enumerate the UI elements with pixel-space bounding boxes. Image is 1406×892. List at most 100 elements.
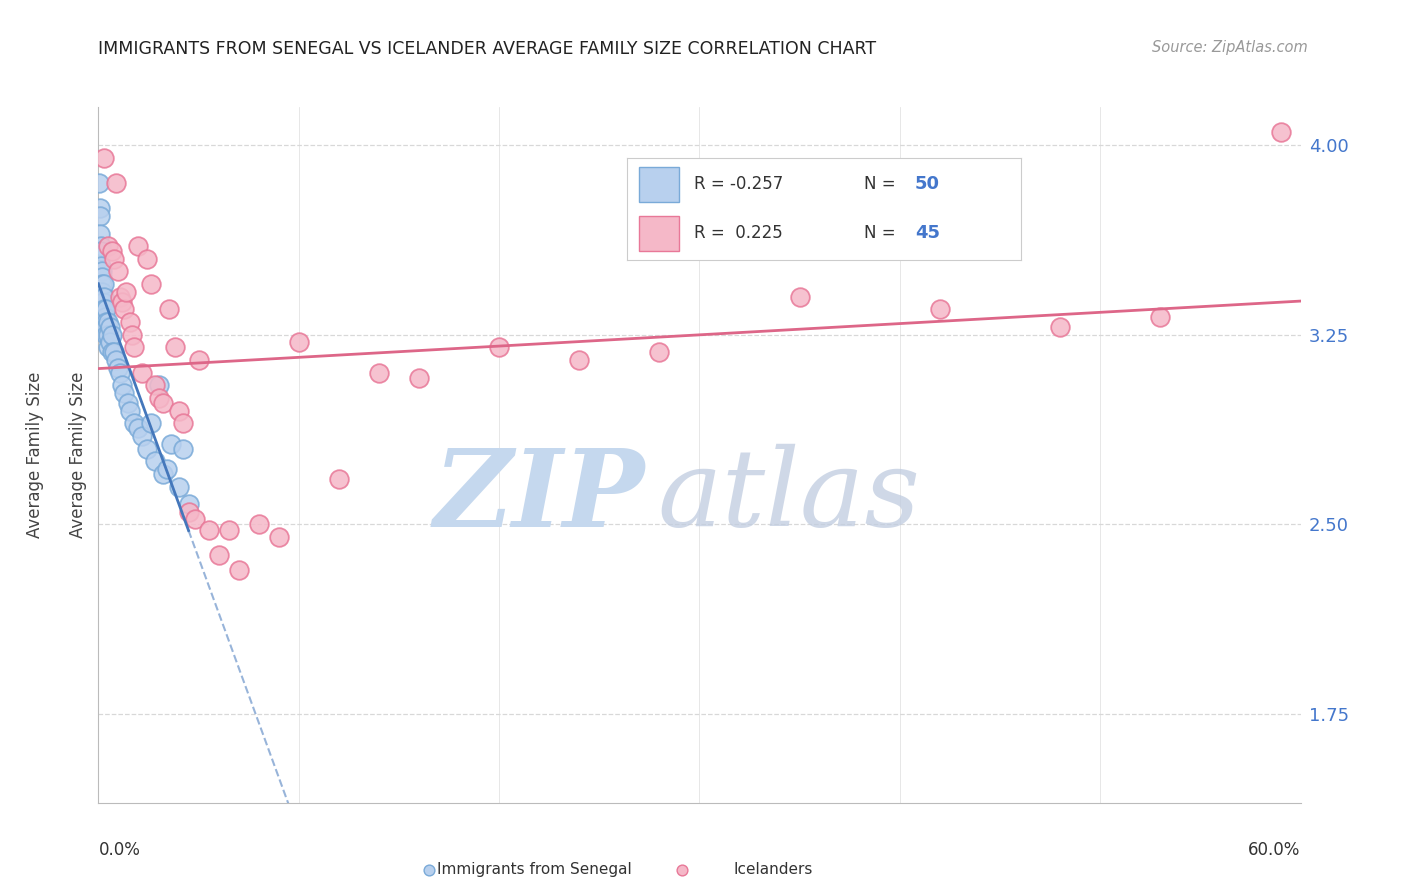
Point xyxy=(143,454,166,468)
Point xyxy=(167,479,190,493)
Point xyxy=(93,294,115,309)
Point xyxy=(1049,320,1071,334)
Point xyxy=(155,462,177,476)
Point xyxy=(93,302,115,317)
Point xyxy=(91,290,114,304)
Point xyxy=(488,340,510,354)
Point xyxy=(128,239,150,253)
Point xyxy=(101,244,124,259)
Point xyxy=(97,327,120,342)
Point xyxy=(103,345,125,359)
Point xyxy=(105,353,128,368)
Text: R = -0.257: R = -0.257 xyxy=(695,175,783,194)
Point xyxy=(107,360,129,375)
Point xyxy=(117,396,139,410)
Text: 45: 45 xyxy=(915,225,939,243)
Point xyxy=(163,340,186,354)
Point xyxy=(328,472,350,486)
Point xyxy=(157,302,180,317)
Point xyxy=(107,264,129,278)
Text: R =  0.225: R = 0.225 xyxy=(695,225,783,243)
Point xyxy=(91,264,114,278)
Point xyxy=(124,340,146,354)
Point xyxy=(101,327,124,342)
Point xyxy=(93,290,115,304)
Point xyxy=(139,417,162,431)
Point xyxy=(172,417,194,431)
Text: ZIP: ZIP xyxy=(434,443,645,549)
Point xyxy=(120,315,142,329)
Point xyxy=(139,277,162,292)
Point xyxy=(97,315,120,329)
Point xyxy=(110,290,132,304)
Point xyxy=(247,517,270,532)
Point xyxy=(93,277,115,292)
Point xyxy=(121,327,143,342)
Point xyxy=(90,239,112,253)
Point xyxy=(228,563,250,577)
Point xyxy=(929,302,952,317)
Point xyxy=(143,378,166,392)
Point xyxy=(267,530,290,544)
Point xyxy=(97,340,120,354)
Point xyxy=(131,429,153,443)
Text: 0.0%: 0.0% xyxy=(98,841,141,859)
FancyBboxPatch shape xyxy=(640,167,679,202)
Point xyxy=(167,403,190,417)
Point xyxy=(368,366,391,380)
Point xyxy=(568,353,591,368)
Text: atlas: atlas xyxy=(658,444,921,549)
Point xyxy=(89,209,111,223)
Point xyxy=(111,294,134,309)
Point xyxy=(96,315,118,329)
Point xyxy=(418,863,440,877)
Point xyxy=(89,176,111,190)
Point xyxy=(93,151,115,165)
Point xyxy=(96,327,118,342)
Point xyxy=(94,310,117,324)
Point xyxy=(152,467,174,481)
Point xyxy=(172,442,194,456)
Point xyxy=(103,252,125,266)
Point xyxy=(131,366,153,380)
Text: Icelanders: Icelanders xyxy=(734,863,813,877)
Point xyxy=(105,176,128,190)
Text: Source: ZipAtlas.com: Source: ZipAtlas.com xyxy=(1152,40,1308,55)
Point xyxy=(90,260,112,274)
Point xyxy=(1149,310,1171,324)
Point xyxy=(89,201,111,215)
Point xyxy=(111,378,134,392)
Point xyxy=(197,523,219,537)
Point xyxy=(100,320,122,334)
Point xyxy=(148,378,170,392)
Point xyxy=(648,345,671,359)
Point xyxy=(115,285,138,299)
Point xyxy=(187,353,209,368)
Point xyxy=(218,523,240,537)
Point xyxy=(93,315,115,329)
Point xyxy=(152,396,174,410)
Text: Immigrants from Senegal: Immigrants from Senegal xyxy=(437,863,631,877)
Text: 60.0%: 60.0% xyxy=(1249,841,1301,859)
Point xyxy=(671,863,693,877)
Text: N =: N = xyxy=(863,225,900,243)
Point xyxy=(110,366,132,380)
Point xyxy=(1270,125,1292,139)
Point xyxy=(135,442,157,456)
Text: Average Family Size: Average Family Size xyxy=(27,372,44,538)
Point xyxy=(789,290,811,304)
Text: 50: 50 xyxy=(915,175,939,194)
Point xyxy=(183,512,205,526)
Y-axis label: Average Family Size: Average Family Size xyxy=(69,372,87,538)
Point xyxy=(408,370,430,384)
Point xyxy=(120,403,142,417)
Point xyxy=(91,285,114,299)
Point xyxy=(101,345,124,359)
Point xyxy=(96,320,118,334)
Point xyxy=(114,386,136,401)
Point xyxy=(91,269,114,284)
Point xyxy=(89,227,111,241)
Point xyxy=(288,335,311,350)
Point xyxy=(128,421,150,435)
Point xyxy=(114,302,136,317)
